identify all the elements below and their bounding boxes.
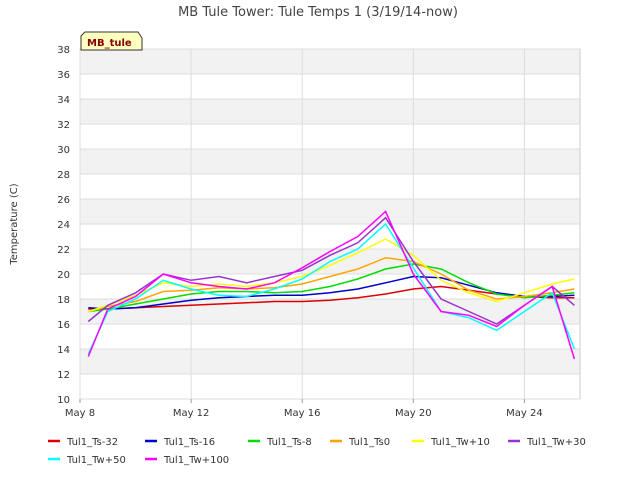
y-tick-label: 32 bbox=[57, 120, 70, 131]
legend-item: Tul1_Ts-8 bbox=[248, 437, 312, 448]
x-tick-label: May 8 bbox=[65, 408, 95, 419]
y-tick-label: 28 bbox=[57, 170, 70, 181]
plot-band bbox=[80, 49, 580, 74]
legend-label: Tul1_Ts-16 bbox=[163, 437, 215, 448]
legend-label: Tul1_Tw+100 bbox=[163, 455, 229, 466]
legend-label: Tul1_Tw+30 bbox=[526, 437, 586, 448]
legend-label: Tul1_Ts0 bbox=[348, 437, 390, 448]
legend-label: Tul1_Ts-8 bbox=[266, 437, 312, 448]
series-line bbox=[88, 263, 575, 313]
legend: Tul1_Ts-32 Tul1_Ts-16 Tul1_Ts-8 Tul1_Ts0 Tul… bbox=[48, 437, 586, 466]
series-line bbox=[88, 238, 575, 313]
plot-band bbox=[80, 299, 580, 324]
legend-item: Tul1_Ts0 bbox=[330, 437, 390, 448]
y-tick-label: 36 bbox=[57, 70, 70, 81]
y-tick-label: 18 bbox=[57, 295, 70, 306]
y-tick-label: 38 bbox=[57, 45, 70, 56]
y-tick-label: 14 bbox=[57, 345, 70, 356]
series-line bbox=[87, 210, 576, 360]
legend-label: Tul1_Tw+50 bbox=[66, 455, 126, 466]
y-tick-label: 26 bbox=[57, 195, 70, 206]
legend-item: Tul1_Tw+10 bbox=[412, 437, 490, 448]
x-tick-label: May 12 bbox=[173, 408, 210, 419]
station-badge-label: MB_tule bbox=[87, 38, 132, 49]
y-tick-label: 30 bbox=[57, 145, 70, 156]
x-tick-label: May 24 bbox=[506, 408, 543, 419]
station-badge: MB_tule bbox=[80, 31, 143, 51]
legend-item: Tul1_Tw+100 bbox=[145, 455, 229, 466]
y-tick-label: 16 bbox=[57, 320, 70, 331]
legend-item: Tul1_Ts-32 bbox=[48, 437, 118, 448]
legend-item: Tul1_Tw+30 bbox=[508, 437, 586, 448]
legend-item: Tul1_Tw+50 bbox=[48, 455, 126, 466]
chart-title: MB Tule Tower: Tule Temps 1 (3/19/14-now… bbox=[178, 5, 458, 20]
plot-band bbox=[80, 199, 580, 224]
legend-label: Tul1_Tw+10 bbox=[430, 437, 490, 448]
x-tick-label: May 20 bbox=[395, 408, 432, 419]
y-tick-label: 12 bbox=[57, 370, 70, 381]
legend-label: Tul1_Ts-32 bbox=[66, 437, 118, 448]
y-tick-label: 20 bbox=[57, 270, 70, 281]
y-tick-label: 34 bbox=[57, 95, 70, 106]
y-axis: 10 12 14 16 18 20 22 24 26 28 30 32 34 36 38 bbox=[57, 45, 70, 406]
series-line bbox=[88, 275, 575, 310]
plot-band bbox=[80, 349, 580, 374]
plot-band bbox=[80, 149, 580, 174]
plot-band bbox=[80, 99, 580, 124]
y-tick-label: 22 bbox=[57, 245, 70, 256]
x-tick-label: May 16 bbox=[284, 408, 321, 419]
series-line bbox=[87, 222, 576, 355]
y-tick-label: 24 bbox=[57, 220, 70, 231]
series-line bbox=[88, 257, 575, 313]
y-axis-label: Temperature (C) bbox=[9, 183, 20, 265]
plot-bands bbox=[80, 49, 580, 374]
legend-item: Tul1_Ts-16 bbox=[145, 437, 215, 448]
series-lines bbox=[87, 210, 576, 360]
y-tick-label: 10 bbox=[57, 395, 70, 406]
x-axis: May 8 May 12 May 16 May 20 May 24 bbox=[65, 399, 543, 419]
